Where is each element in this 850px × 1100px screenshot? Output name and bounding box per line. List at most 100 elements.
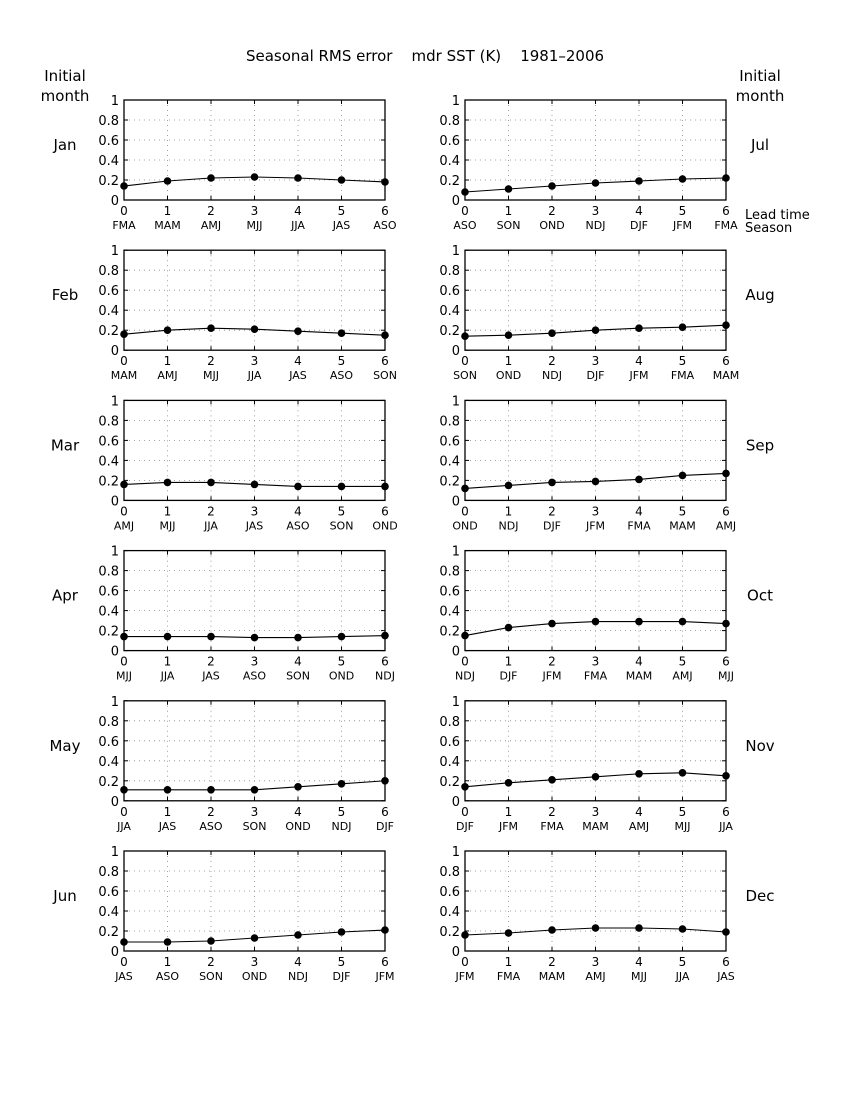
y-tick-label: 0.2	[98, 625, 119, 640]
initial-month-label-oct: Oct	[747, 587, 773, 605]
y-tick-label: 0.6	[98, 585, 119, 600]
y-tick-label: 1	[111, 94, 119, 109]
season-label-amj: AMJ	[672, 670, 692, 683]
rms-point	[163, 786, 172, 794]
y-tick-label: 0.8	[98, 264, 119, 279]
x-tick-label: 4	[635, 504, 643, 518]
y-tick-label: 1	[452, 394, 460, 409]
x-tick-label: 3	[251, 354, 259, 368]
x-tick-label: 0	[461, 655, 469, 669]
rms-point	[461, 188, 469, 196]
rms-point	[504, 481, 513, 490]
y-tick-label: 0.6	[439, 885, 460, 900]
x-tick-label: 1	[164, 655, 172, 669]
season-label-djf: DJF	[332, 970, 350, 983]
season-label-son: SON	[330, 519, 354, 532]
x-tick-label: 4	[294, 204, 302, 218]
x-tick-label: 1	[505, 805, 513, 819]
initial-month-label-may: May	[49, 737, 80, 755]
season-label-jas: JAS	[158, 820, 177, 833]
panel-oct: 00.20.40.60.810NDJ1DJF2JFM3FMA4MAM5AMJ6M…	[439, 545, 773, 683]
season-label-djf: DJF	[586, 369, 604, 382]
x-tick-label: 6	[722, 504, 730, 518]
season-label-jja: JJA	[718, 820, 733, 833]
rms-point	[337, 928, 346, 936]
season-label-son: SON	[243, 820, 267, 833]
rms-point	[591, 617, 600, 626]
initial-month-label-mar: Mar	[51, 436, 80, 454]
right-header-line2: month	[736, 87, 785, 105]
y-tick-label: 0	[111, 795, 119, 810]
panel-apr: 00.20.40.60.810MJJ1JJA2JAS3ASO4SON5OND6N…	[52, 545, 395, 683]
x-tick-label: 5	[338, 204, 346, 218]
y-tick-label: 0.2	[439, 174, 460, 189]
season-label-ond: OND	[496, 369, 521, 382]
y-tick-label: 0.4	[98, 905, 119, 920]
left-header-line1: Initial	[44, 67, 86, 85]
rms-point	[722, 174, 730, 182]
rms-point	[461, 332, 469, 341]
rms-point	[548, 182, 556, 190]
x-tick-label: 1	[505, 354, 513, 368]
season-label-jja: JJA	[675, 970, 690, 983]
rms-point	[337, 176, 346, 184]
panel-feb: 00.20.40.60.810MAM1AMJ2MJJ3JJA4JAS5ASO6S…	[52, 244, 397, 382]
y-tick-label: 0.8	[439, 264, 460, 279]
x-tick-label: 2	[548, 204, 556, 218]
rms-point	[591, 924, 600, 932]
season-label-mam: MAM	[539, 970, 566, 983]
y-tick-label: 0.2	[98, 775, 119, 790]
season-label-fma: FMA	[497, 970, 521, 983]
x-tick-label: 6	[381, 655, 389, 669]
x-tick-label: 6	[381, 204, 389, 218]
rms-point	[381, 631, 389, 640]
y-tick-label: 0.8	[439, 865, 460, 880]
y-tick-label: 0	[111, 194, 119, 209]
rms-point	[548, 619, 556, 628]
x-tick-label: 5	[338, 955, 346, 969]
season-label-ond: OND	[329, 670, 354, 683]
season-label-jas: JAS	[288, 369, 307, 382]
y-tick-label: 0.8	[98, 414, 119, 429]
season-label-jja: JJA	[203, 519, 218, 532]
season-label-mjj: MJJ	[247, 219, 263, 232]
x-tick-label: 0	[461, 955, 469, 969]
rms-point	[635, 617, 643, 626]
rms-point	[504, 331, 513, 340]
season-label-jfm: JFM	[374, 970, 394, 983]
rms-point	[207, 786, 215, 794]
rms-point	[678, 769, 687, 777]
rms-point	[381, 482, 389, 491]
y-tick-label: 0	[452, 344, 460, 359]
y-tick-label: 1	[111, 545, 119, 560]
y-tick-label: 0.2	[439, 324, 460, 339]
season-label-aso: ASO	[199, 820, 223, 833]
x-tick-label: 4	[635, 955, 643, 969]
y-tick-label: 0	[111, 645, 119, 660]
initial-month-label-dec: Dec	[745, 887, 774, 905]
season-label-djf: DJF	[499, 670, 517, 683]
x-tick-label: 1	[505, 204, 513, 218]
panel-mar: 00.20.40.60.810AMJ1MJJ2JJA3JAS4ASO5SON6O…	[51, 394, 398, 532]
rms-point	[678, 471, 687, 480]
season-label-mam: MAM	[669, 519, 696, 532]
season-label-ndj: NDJ	[375, 670, 395, 683]
x-tick-label: 2	[548, 805, 556, 819]
y-tick-label: 0.4	[98, 454, 119, 469]
rms-point	[461, 931, 469, 939]
season-label-aso: ASO	[156, 970, 180, 983]
rms-point	[635, 924, 643, 932]
y-tick-label: 0.2	[98, 324, 119, 339]
rms-point	[722, 772, 730, 780]
x-tick-label: 2	[207, 805, 215, 819]
season-label-mjj: MJJ	[203, 369, 219, 382]
x-tick-label: 5	[679, 504, 687, 518]
rms-point	[120, 786, 128, 794]
initial-month-label-jan: Jan	[52, 136, 76, 154]
rms-point	[163, 326, 172, 335]
rms-point	[381, 331, 389, 340]
x-tick-label: 1	[505, 655, 513, 669]
initial-month-label-nov: Nov	[745, 737, 774, 755]
season-label-jas: JAS	[114, 970, 133, 983]
y-tick-label: 0.4	[439, 154, 460, 169]
